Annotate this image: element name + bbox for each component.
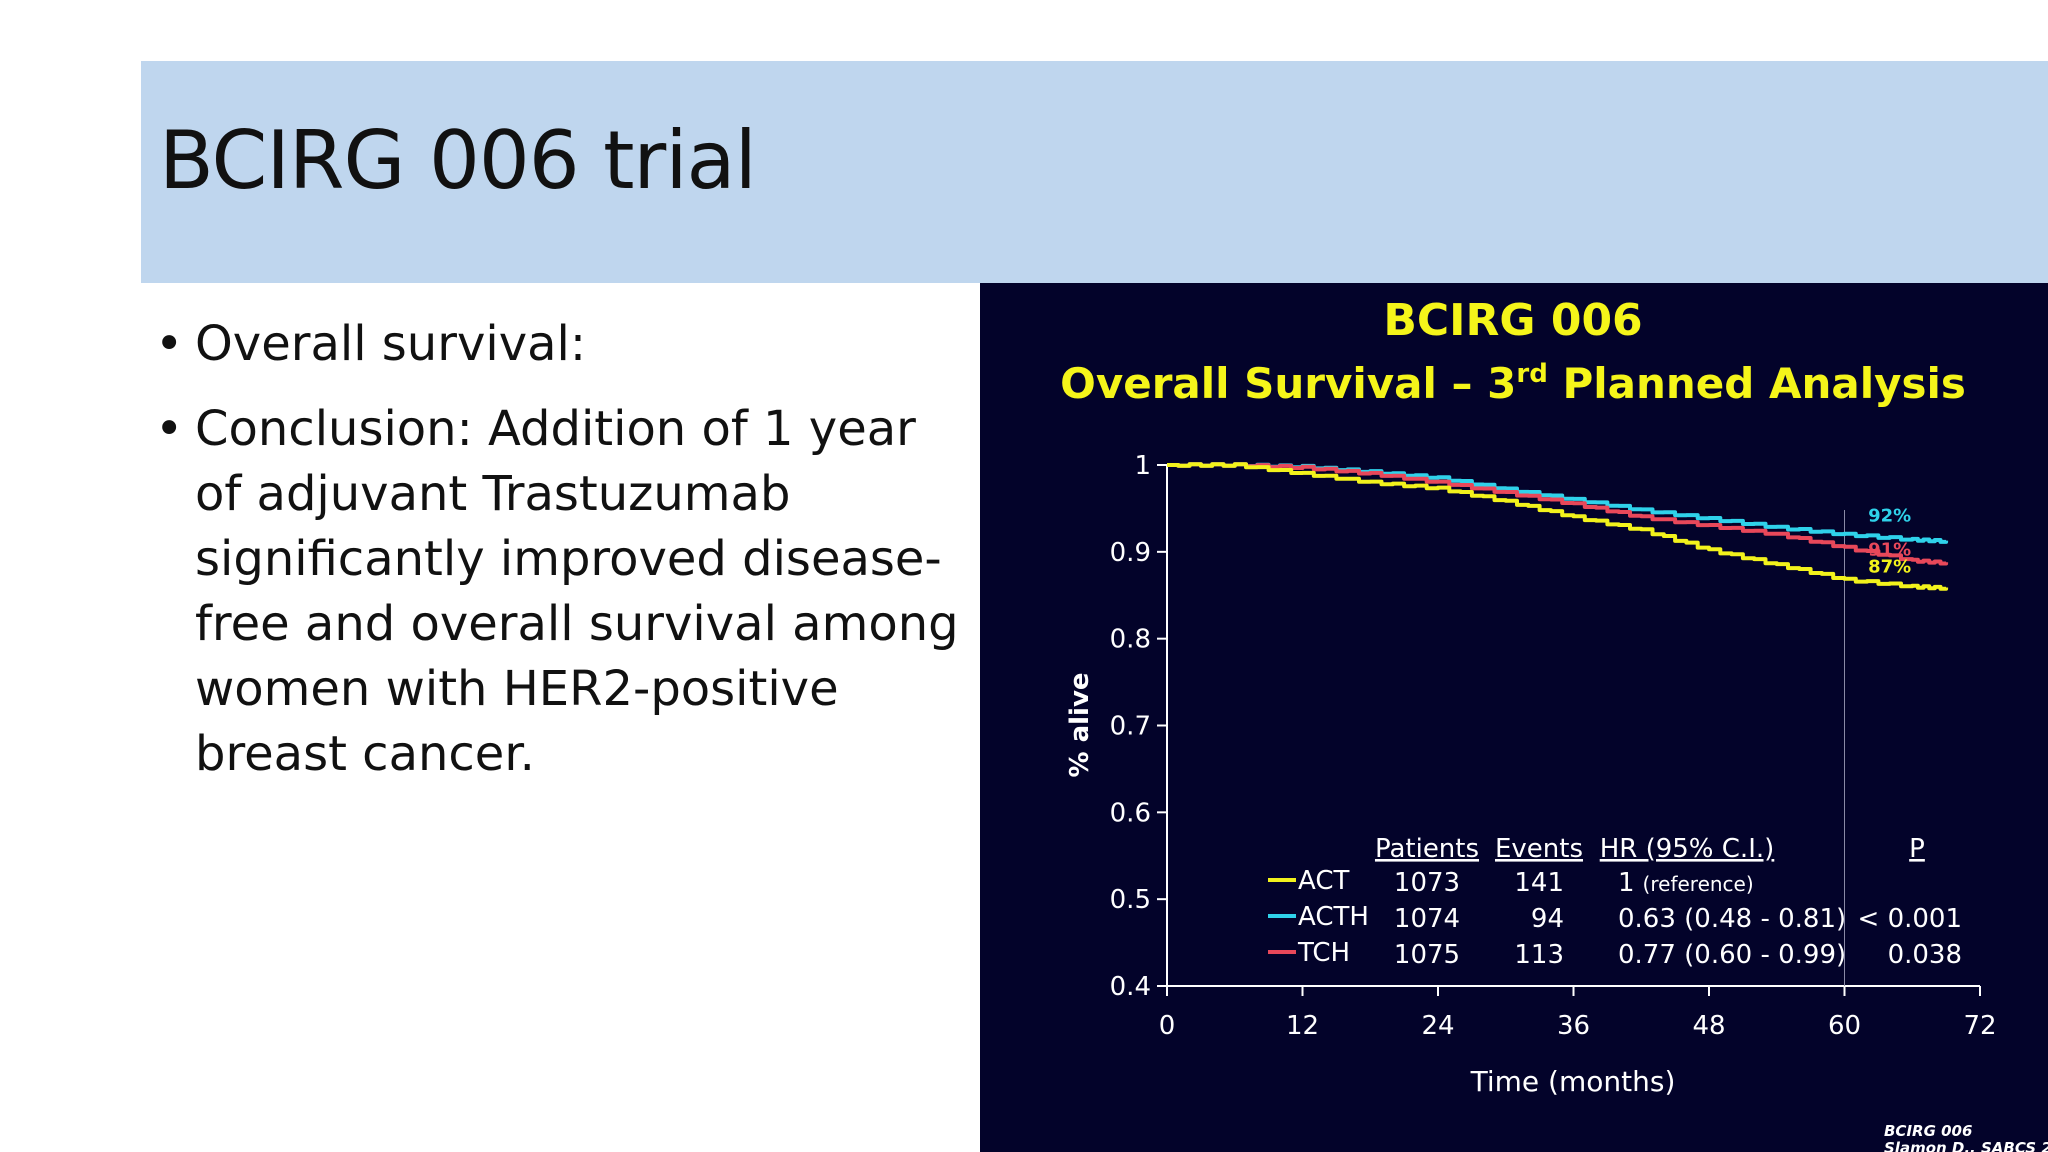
y-tick-label: 0.6 (1110, 798, 1151, 828)
series-line-acth (1167, 462, 1949, 544)
table-patients-acth: 1074 (1394, 904, 1460, 934)
y-axis-label: % alive (1065, 672, 1095, 777)
table-patients-tch: 1075 (1394, 940, 1460, 970)
end-label-acth: 92% (1868, 505, 1911, 526)
x-tick-label: 36 (1557, 1011, 1590, 1041)
table-p-tch: 0.038 (1888, 940, 1962, 970)
end-label-tch: 91% (1868, 539, 1911, 560)
table-events-tch: 113 (1514, 940, 1564, 970)
table-header-patients: Patients (1375, 834, 1479, 864)
series-line-tch (1167, 462, 1949, 566)
table-p-acth: < 0.001 (1858, 904, 1962, 934)
bullet-list: Overall survival: Conclusion: Addition o… (155, 312, 975, 807)
table-patients-act: 1073 (1394, 868, 1460, 898)
slide-title: BCIRG 006 trial (159, 114, 757, 207)
table-hr-value-act: 1 (1618, 868, 1635, 898)
x-tick-label: 0 (1159, 1011, 1176, 1041)
y-tick-label: 1 (1134, 451, 1151, 481)
chart-subtitle-sup: rd (1516, 359, 1547, 389)
axes: 1 0.9 0.8 0.7 0.6 0.5 0.4 0 12 24 36 48 60 72 (1110, 451, 1997, 1041)
table-header-p: P (1909, 834, 1925, 864)
x-tick-label: 12 (1286, 1011, 1319, 1041)
chart-subtitle: Overall Survival – 3rd Planned Analysis (1060, 359, 1966, 408)
chart-title: BCIRG 006 (1383, 295, 1642, 346)
y-tick-label: 0.8 (1110, 625, 1151, 655)
bullet-item: Overall survival: (155, 312, 975, 377)
y-tick-label: 0.9 (1110, 538, 1151, 568)
chart-subtitle-rest: Planned Analysis (1548, 359, 1966, 408)
y-tick-label: 0.5 (1110, 885, 1151, 915)
table-arm-acth: ACTH (1298, 902, 1369, 932)
bullet-text: Conclusion: Addition of 1 year of adjuva… (195, 401, 959, 782)
results-table: Patients Events HR (95% C.I.) P ACT 1073… (1268, 834, 1962, 970)
y-tick-label: 0.7 (1110, 712, 1151, 742)
table-events-act: 141 (1514, 868, 1564, 898)
end-labels: 92% 91%87% (1868, 505, 1911, 577)
x-axis-label: Time (months) (1470, 1065, 1676, 1098)
title-band: BCIRG 006 trial (141, 61, 2048, 283)
bullet-text: Overall survival: (195, 316, 587, 372)
series-line-act (1167, 462, 1949, 591)
table-header-events: Events (1495, 834, 1583, 864)
table-header-hr: HR (95% C.I.) (1600, 834, 1775, 864)
survival-figure: BCIRG 006 Overall Survival – 3rd Planned… (980, 283, 2048, 1152)
table-hr-tch: 0.77 (0.60 - 0.99) (1618, 940, 1846, 970)
x-tick-label: 24 (1421, 1011, 1454, 1041)
table-hr-acth: 0.63 (0.48 - 0.81) (1618, 904, 1846, 934)
bullet-item: Conclusion: Addition of 1 year of adjuva… (155, 397, 975, 787)
table-hr-act: 1 (reference) (1618, 868, 1754, 898)
series-lines (1167, 462, 1949, 591)
table-arm-act: ACT (1298, 866, 1349, 896)
survival-chart: BCIRG 006 Overall Survival – 3rd Planned… (1060, 295, 2048, 1152)
x-tick-label: 60 (1828, 1011, 1861, 1041)
x-tick-label: 48 (1692, 1011, 1725, 1041)
end-label-act: 87% (1868, 557, 1911, 578)
source-line-1: BCIRG 006 (1884, 1122, 1972, 1140)
y-tick-label: 0.4 (1110, 972, 1151, 1002)
chart-subtitle-main: Overall Survival – 3 (1060, 359, 1516, 408)
table-events-acth: 94 (1531, 904, 1564, 934)
x-tick-label: 72 (1963, 1011, 1996, 1041)
table-hr-note-act: (reference) (1643, 872, 1754, 896)
table-arm-tch: TCH (1297, 938, 1350, 968)
source-line-2: Slamon D., SABCS 2009 (1884, 1139, 2048, 1152)
